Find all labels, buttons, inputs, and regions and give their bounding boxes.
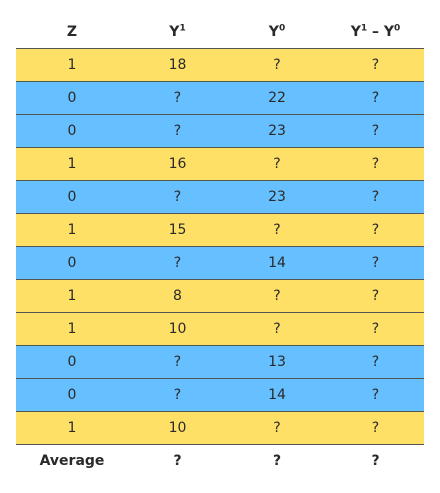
cell-y1: 15 [168,222,187,238]
cell-y0: ? [273,156,281,172]
average-y1: ? [173,453,182,469]
table-row: 1 10 ? ? [16,412,424,445]
cell-z: 1 [67,321,77,337]
cell-difference: ? [371,354,380,370]
cell-difference: ? [371,156,380,172]
cell-z: 0 [67,354,77,370]
table-row: 1 16 ? ? [16,148,424,181]
table-row: 0 ? 14 ? [16,379,424,412]
cell-y0: ? [273,222,281,238]
cell-z: 0 [67,90,77,106]
cell-y0: 14 [268,387,286,403]
cell-y0: ? [273,321,281,337]
cell-y1: ? [173,354,182,370]
header-difference: Y1 – Y0 [350,22,401,40]
table-row: 0 ? 23 ? [16,181,424,214]
cell-z: 1 [67,57,77,73]
cell-y1: ? [173,90,182,106]
cell-difference: ? [371,387,380,403]
table-row: 1 15 ? ? [16,214,424,247]
table-row: 1 18 ? ? [16,49,424,82]
cell-difference: ? [371,90,380,106]
average-row: Average ? ? ? [16,445,424,477]
cell-y1: ? [173,123,182,139]
header-y1: Y1 [169,22,186,40]
cell-z: 1 [67,156,77,172]
cell-z: 0 [67,189,77,205]
cell-y0: 13 [268,354,286,370]
cell-difference: ? [371,321,380,337]
cell-z: 1 [67,420,77,436]
table-row: 0 ? 23 ? [16,115,424,148]
cell-y1: 10 [168,321,187,337]
cell-y1: ? [173,189,182,205]
cell-z: 1 [67,222,77,238]
cell-y0: 23 [268,189,286,205]
cell-difference: ? [371,255,380,271]
cell-y0: 14 [268,255,286,271]
cell-y0: 23 [268,123,286,139]
cell-z: 0 [67,255,77,271]
table-row: 1 10 ? ? [16,313,424,346]
cell-y1: ? [173,255,182,271]
cell-z: 0 [67,387,77,403]
cell-difference: ? [371,57,380,73]
cell-difference: ? [371,189,380,205]
cell-y0: ? [273,57,281,73]
average-y0: ? [272,453,282,469]
average-difference: ? [371,453,380,469]
cell-y0: ? [273,288,281,304]
cell-difference: ? [371,222,380,238]
table-row: 1 8 ? ? [16,280,424,313]
cell-z: 1 [67,288,77,304]
average-label: Average [39,453,105,469]
cell-y1: 8 [173,288,182,304]
cell-difference: ? [371,288,380,304]
cell-z: 0 [67,123,77,139]
cell-difference: ? [371,123,380,139]
cell-difference: ? [371,420,380,436]
cell-y1: 10 [168,420,187,436]
cell-y1: 16 [168,156,187,172]
table-header: Z Y1 Y0 Y1 – Y0 [16,15,424,49]
header-y0: Y0 [268,22,286,40]
cell-y0: 22 [268,90,286,106]
table-row: 0 ? 13 ? [16,346,424,379]
header-z: Z [66,23,78,40]
table-row: 0 ? 22 ? [16,82,424,115]
cell-y1: ? [173,387,182,403]
table-row: 0 ? 14 ? [16,247,424,280]
potential-outcomes-table: Z Y1 Y0 Y1 – Y0 1 18 ? ? 0 ? 22 ? 0 ? 23… [16,15,424,477]
cell-y0: ? [273,420,281,436]
cell-y1: 18 [168,57,187,73]
